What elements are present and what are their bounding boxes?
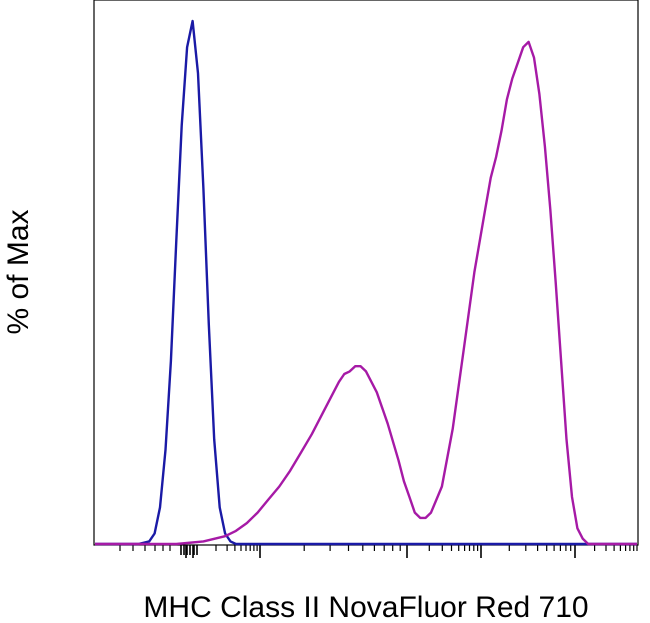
y-axis-label: % of Max xyxy=(2,209,35,334)
x-axis-label: MHC Class II NovaFluor Red 710 xyxy=(143,591,588,623)
series-line-0 xyxy=(95,19,637,546)
series-line-1 xyxy=(95,40,637,546)
x-axis-ticks xyxy=(119,545,638,558)
series-layer xyxy=(95,19,637,546)
